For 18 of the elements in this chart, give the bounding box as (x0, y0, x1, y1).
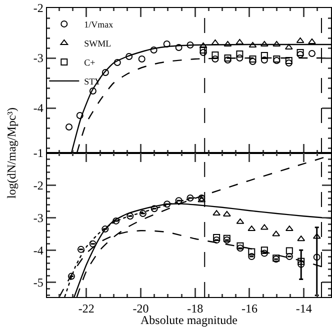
x-tick-label: -16 (241, 302, 258, 316)
legend-label: 1/Vmax (84, 19, 114, 30)
y-axis-title: log(dN/mag/Mpc³) (4, 108, 20, 198)
y-tick-label: -1 (33, 146, 44, 160)
x-tick-label: -14 (296, 302, 312, 316)
y-tick-label: -3 (33, 51, 44, 66)
y-tick-label: -5 (33, 276, 44, 290)
y-tick-label: -2 (33, 1, 44, 16)
y-tick-label: -2 (33, 178, 44, 193)
x-tick-label: -18 (187, 302, 204, 316)
y-tick-label: -4 (33, 101, 44, 116)
y-tick-label: -4 (33, 243, 44, 258)
x-tick-label: -20 (132, 302, 149, 316)
x-tick-label: -22 (78, 302, 94, 316)
legend-label: C+ (84, 57, 96, 68)
x-axis-title: Absolute magnitude (140, 313, 238, 327)
legend-label: SWML (84, 38, 112, 48)
y-tick-label: -3 (33, 210, 44, 225)
